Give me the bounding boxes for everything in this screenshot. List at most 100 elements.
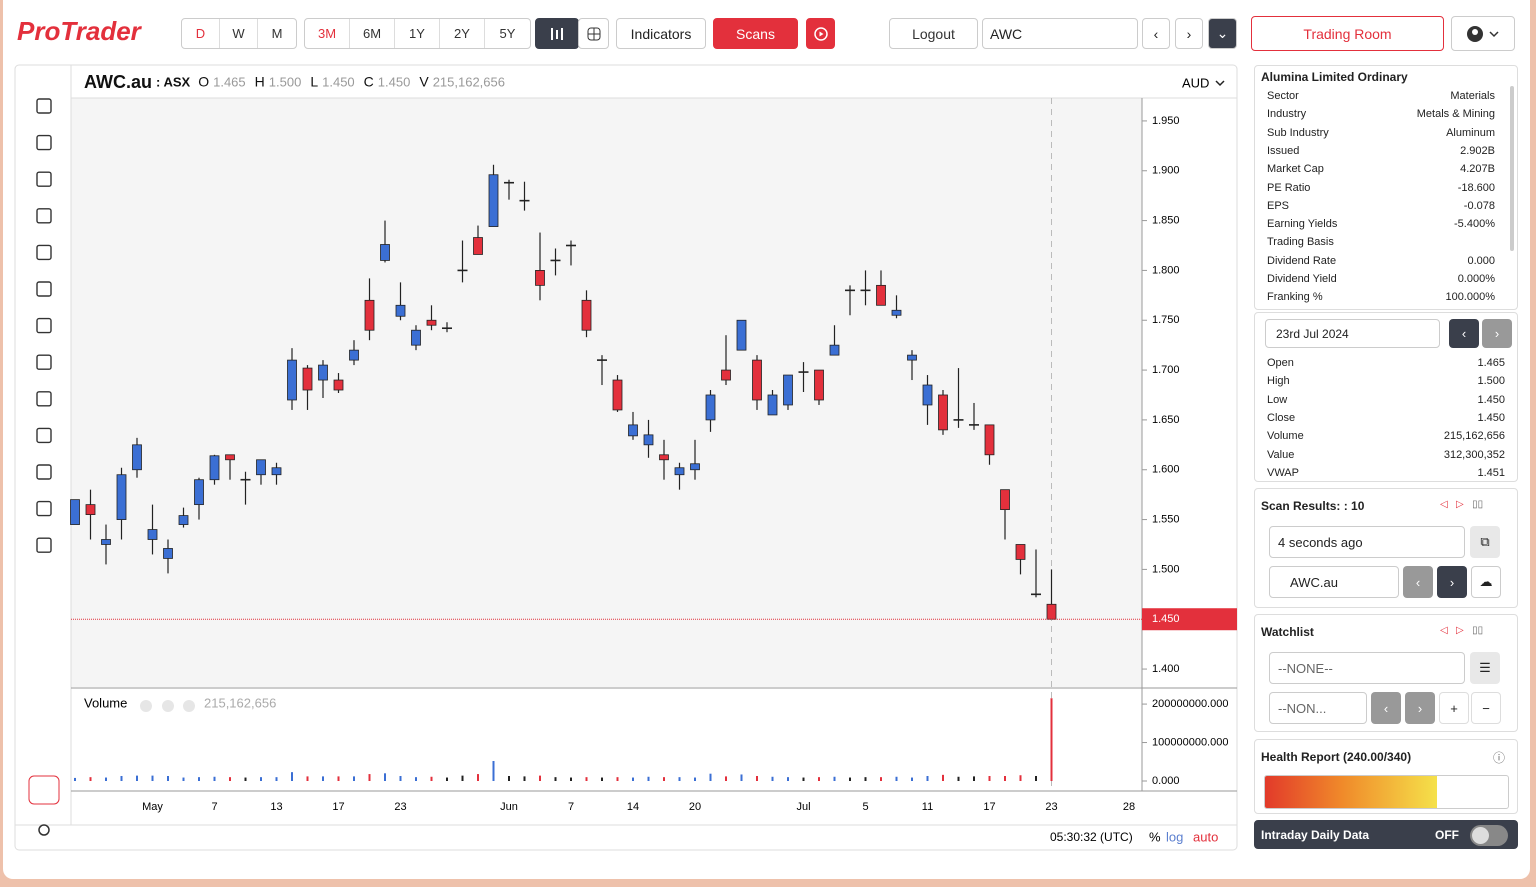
volume-bar [508,776,510,781]
logo[interactable]: ProTrader [17,16,141,46]
volume-value: 215,162,656 [204,695,276,710]
currency[interactable]: AUD [1182,75,1209,90]
tool-icon[interactable] [36,244,52,261]
auto-toggle[interactable]: auto [1193,829,1218,844]
log-toggle[interactable]: log [1166,829,1183,844]
candle-body [659,454,669,461]
quote-row: Volume 215,162,656 [1267,430,1505,442]
chart-type-button[interactable] [535,18,579,49]
x-tick-label: 7 [211,801,217,813]
remove-button[interactable]: − [1471,692,1501,724]
tool-icon[interactable] [36,464,52,480]
candle-body [690,463,700,471]
watchlist-select[interactable]: --NONE-- [1269,652,1465,684]
scan-time-select[interactable]: 4 seconds ago [1269,526,1465,558]
candle-body [674,467,685,476]
candle-body [488,174,499,227]
candle-body [938,394,948,431]
user-menu[interactable] [1451,16,1515,51]
header-text: H [255,74,265,90]
period-button[interactable]: M [271,26,283,41]
tool-icon[interactable] [36,208,52,224]
info-row: Industry Metals & Mining [1267,108,1495,120]
tool-icon[interactable] [36,354,52,370]
copy-button[interactable]: ⧉ [1470,526,1500,558]
volume-bar [399,776,402,781]
tool-icon[interactable] [36,134,52,151]
logout-button[interactable]: Logout [889,18,978,49]
watchlist-title: Watchlist [1261,625,1314,639]
tool-icon[interactable] [36,171,52,187]
y-tick-label: 1.800 [1152,264,1180,276]
range-button[interactable]: 5Y [499,26,516,41]
watchlist-sub-select[interactable]: --NON... [1269,692,1367,724]
watchlist-controls[interactable]: ◁ ▷ ▯▯ [1440,625,1484,636]
candle-body [318,364,328,381]
layout-button[interactable] [578,18,609,49]
play-button[interactable] [806,18,835,49]
health-info[interactable]: ⓘ [1493,751,1506,765]
tool-icon[interactable] [36,391,52,407]
settings-icon[interactable] [162,700,174,712]
cloud-button[interactable]: ☁ [1471,566,1501,598]
tool-icon[interactable] [36,317,52,334]
scan-controls[interactable]: ◁ ▷ ▯▯ [1440,499,1484,510]
plot-area [71,98,1142,687]
next-symbol[interactable]: › [1175,18,1203,49]
next-scan[interactable]: › [1437,566,1467,598]
indicators-button[interactable]: Indicators [616,18,706,49]
range-button[interactable]: 1Y [395,19,440,48]
range-group: 3M 6M 1Y 2Y 5Y [304,18,531,49]
close-icon[interactable] [183,700,195,712]
range-button[interactable]: 2Y [440,19,485,48]
tool-icon[interactable] [36,98,52,114]
prev-symbol[interactable]: ‹ [1142,18,1170,49]
header-text: L [310,74,318,90]
volume-bar [818,777,820,781]
candle-body [333,379,344,391]
info-value: -5.400% [1454,218,1495,231]
tool-icon[interactable] [36,427,52,444]
date-input[interactable]: 23rd Jul 2024 [1265,319,1440,348]
volume-bar [306,776,309,781]
tool-icon[interactable] [36,537,52,553]
scan-panel: Scan Results: : 10 ◁ ▷ ▯▯ 4 seconds ago … [1254,488,1518,608]
volume-bar [1004,776,1006,781]
x-tick-label: Jun [500,801,518,813]
volume-tick-label: 100000000.000 [1152,736,1228,748]
volume-bar [167,776,169,781]
info-value: Aluminum [1446,126,1495,139]
prev-watch[interactable]: ‹ [1371,692,1401,724]
next-watch[interactable]: › [1405,692,1435,724]
prev-date[interactable]: ‹ [1449,319,1479,348]
range-button[interactable]: 6M [350,19,395,48]
range-button[interactable]: 3M [305,19,350,48]
intraday-toggle[interactable] [1470,825,1508,846]
tool-icon[interactable] [36,281,52,297]
x-tick-label: 23 [394,801,406,813]
scan-symbol-select[interactable]: AWC.au [1269,566,1399,598]
symbol-input[interactable]: AWC [982,18,1138,49]
percent-toggle[interactable]: % [1149,829,1161,844]
candle-body [984,424,995,456]
delete-button[interactable] [28,775,60,805]
tool-icon[interactable] [36,500,52,517]
quote-row: Low 1.450 [1267,394,1505,406]
settings-button[interactable] [38,824,50,836]
eye-icon[interactable] [140,700,152,712]
expand-button[interactable]: ⌄ [1208,18,1237,49]
y-tick-label: 1.900 [1152,165,1180,177]
scans-button[interactable]: Scans [713,18,798,49]
period-button[interactable]: W [220,19,258,48]
prev-scan[interactable]: ‹ [1403,566,1433,598]
add-button[interactable]: + [1439,692,1469,724]
intraday-state: OFF [1435,828,1459,842]
trading-room-button[interactable]: Trading Room [1251,16,1444,51]
quote-label: VWAP [1267,466,1299,479]
candle-body [721,369,731,381]
next-date[interactable]: › [1482,319,1512,348]
info-row: Dividend Rate 0.000 [1267,255,1495,267]
period-button[interactable]: D [182,19,220,48]
info-label: Franking % [1267,291,1323,304]
list-button[interactable]: ☰ [1470,652,1500,684]
